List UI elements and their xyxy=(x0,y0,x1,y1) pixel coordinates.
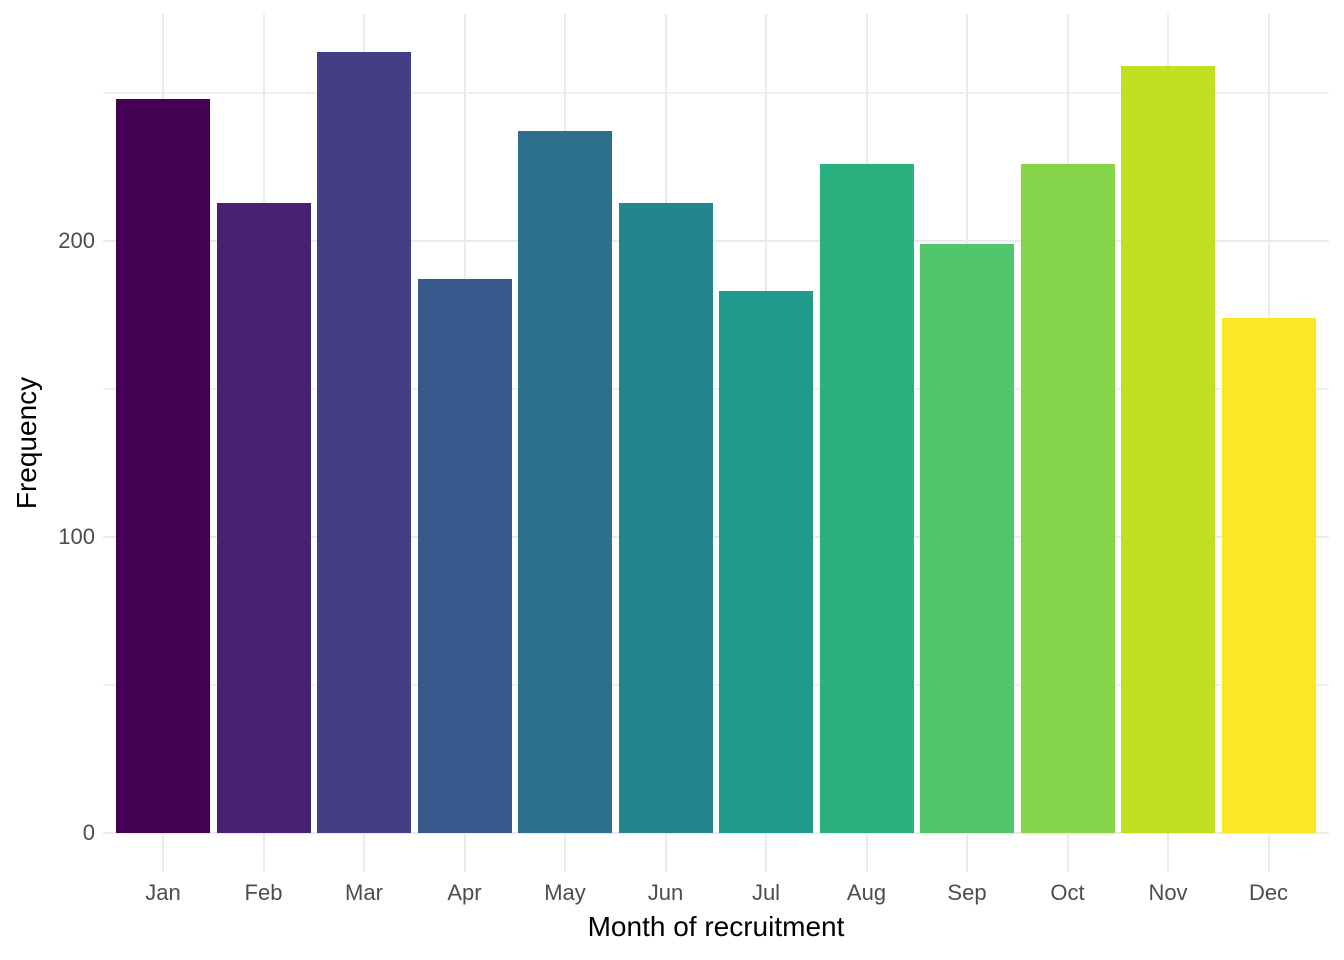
y-axis-title: Frequency xyxy=(11,376,42,510)
bar-dec xyxy=(1221,318,1316,833)
x-tick-label-apr: Apr xyxy=(447,880,482,905)
bar-mar xyxy=(317,52,411,833)
x-tick-label-sep: Sep xyxy=(947,880,987,905)
bar-sep xyxy=(920,244,1014,833)
x-tick-label-may: May xyxy=(544,880,586,905)
y-tick-label-200: 200 xyxy=(58,228,95,253)
x-tick-label-oct: Oct xyxy=(1050,880,1085,905)
x-tick-label-jan: Jan xyxy=(145,880,181,905)
bar-jun xyxy=(618,203,713,833)
plot-panel xyxy=(103,14,1329,872)
y-tick-label-0: 0 xyxy=(82,820,95,845)
x-tick-label-mar: Mar xyxy=(345,880,383,905)
bar-oct xyxy=(1020,164,1115,833)
bar-may xyxy=(518,131,612,833)
gridline-minor-y150 xyxy=(103,388,1329,390)
gridline-major-y200 xyxy=(103,240,1329,242)
x-tick-label-jun: Jun xyxy=(647,880,684,905)
gridline-minor-y250 xyxy=(103,92,1329,94)
x-tick-label-nov: Nov xyxy=(1148,880,1188,905)
bar-jul xyxy=(719,291,813,833)
gridline-minor-y50 xyxy=(103,684,1329,686)
gridline-major-y0 xyxy=(103,832,1329,834)
bar-aug xyxy=(819,164,914,833)
x-tick-label-aug: Aug xyxy=(846,880,887,905)
x-tick-label-feb: Feb xyxy=(244,880,283,905)
x-tick-label-jul: Jul xyxy=(751,880,781,905)
bar-feb xyxy=(216,203,311,833)
x-axis-title: Month of recruitment xyxy=(587,911,845,942)
bar-jan xyxy=(116,99,210,833)
bar-apr xyxy=(417,279,512,833)
x-tick-label-dec: Dec xyxy=(1248,880,1289,905)
y-tick-label-100: 100 xyxy=(58,524,95,549)
bar-nov xyxy=(1121,66,1215,833)
gridline-major-y100 xyxy=(103,536,1329,538)
